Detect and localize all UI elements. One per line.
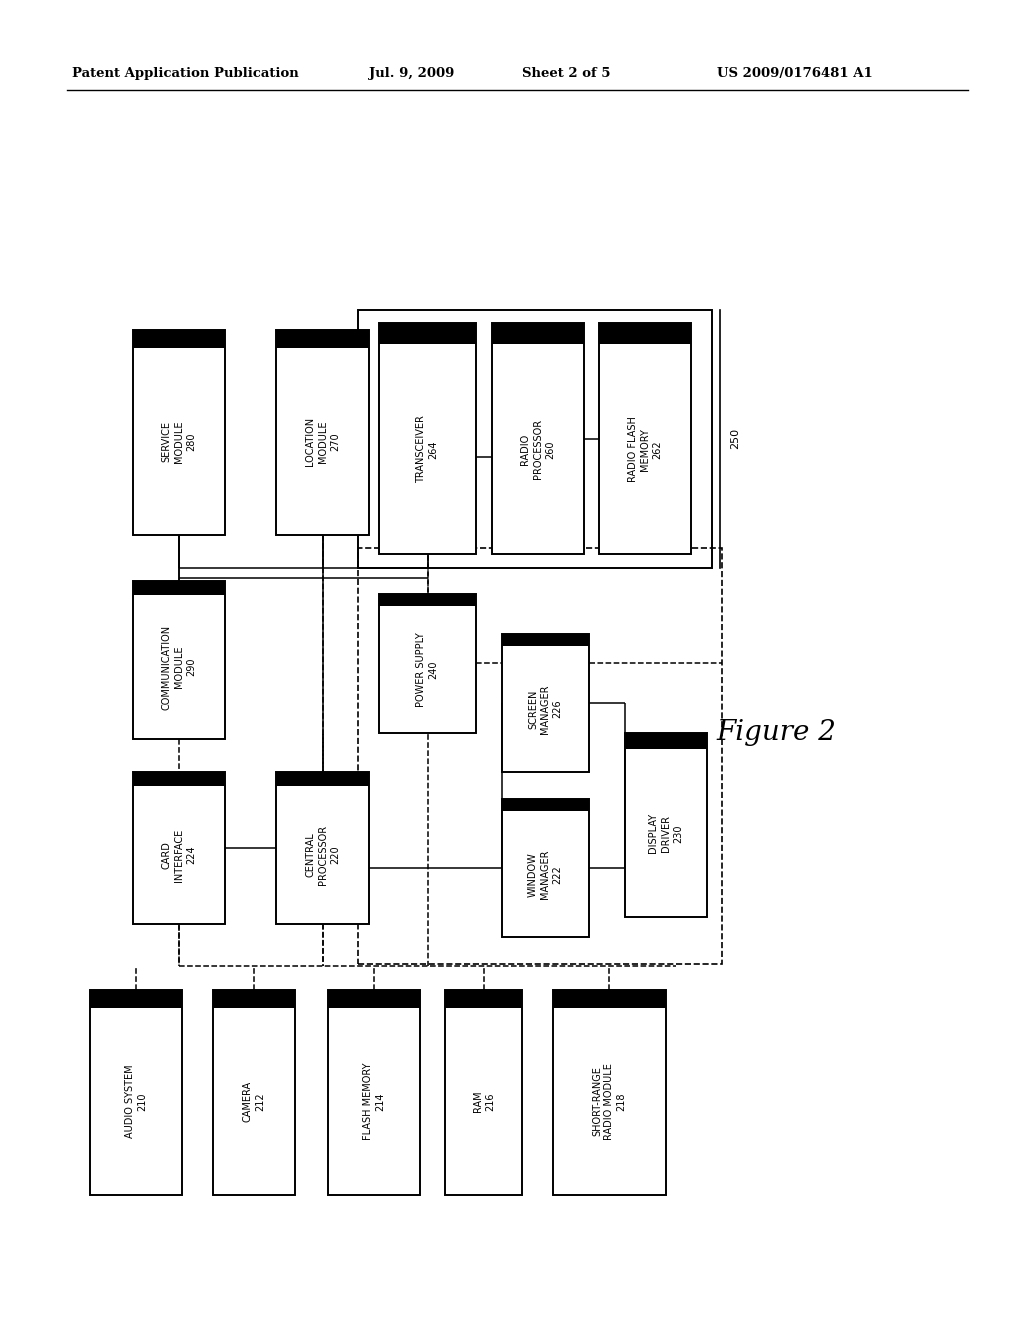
Bar xyxy=(492,323,584,345)
Text: POWER SUPPLY
240: POWER SUPPLY 240 xyxy=(417,632,438,708)
Text: Figure 2: Figure 2 xyxy=(717,719,837,746)
Bar xyxy=(502,799,589,937)
Bar xyxy=(213,990,295,1195)
Bar xyxy=(502,634,589,645)
Bar xyxy=(379,323,476,554)
Bar xyxy=(358,548,722,964)
Bar xyxy=(213,990,295,1008)
Text: CARD
INTERFACE
224: CARD INTERFACE 224 xyxy=(162,829,197,882)
Text: RADIO
PROCESSOR
260: RADIO PROCESSOR 260 xyxy=(520,420,555,479)
Bar xyxy=(599,323,691,345)
Text: WINDOW
MANAGER
222: WINDOW MANAGER 222 xyxy=(528,849,562,899)
Text: RAM
216: RAM 216 xyxy=(473,1090,495,1113)
Text: 250: 250 xyxy=(730,428,740,450)
Bar xyxy=(379,594,476,733)
Bar xyxy=(276,330,369,348)
Bar xyxy=(492,323,584,554)
Bar xyxy=(502,634,589,772)
Bar xyxy=(133,772,225,785)
Text: SERVICE
MODULE
280: SERVICE MODULE 280 xyxy=(162,420,197,463)
Text: TRANSCEIVER
264: TRANSCEIVER 264 xyxy=(417,416,438,483)
Bar xyxy=(379,594,476,606)
Text: CENTRAL
PROCESSOR
220: CENTRAL PROCESSOR 220 xyxy=(305,825,340,884)
Bar xyxy=(625,733,707,917)
Bar xyxy=(553,990,666,1008)
Bar xyxy=(328,990,420,1195)
Bar xyxy=(133,581,225,739)
Bar xyxy=(625,733,707,750)
Text: COMMUNICATION
MODULE
290: COMMUNICATION MODULE 290 xyxy=(162,624,197,710)
Text: Patent Application Publication: Patent Application Publication xyxy=(72,67,298,81)
Bar xyxy=(133,581,225,595)
Bar xyxy=(445,990,522,1195)
Bar xyxy=(90,990,182,1195)
Bar xyxy=(276,772,369,785)
Bar xyxy=(133,330,225,348)
Text: SHORT-RANGE
RADIO MODULE
218: SHORT-RANGE RADIO MODULE 218 xyxy=(592,1063,627,1140)
Bar xyxy=(599,323,691,554)
Text: US 2009/0176481 A1: US 2009/0176481 A1 xyxy=(717,67,872,81)
Text: CAMERA
212: CAMERA 212 xyxy=(243,1081,265,1122)
Text: RADIO FLASH
MEMORY
262: RADIO FLASH MEMORY 262 xyxy=(628,416,663,482)
Bar xyxy=(553,990,666,1195)
Text: SCREEN
MANAGER
226: SCREEN MANAGER 226 xyxy=(528,684,562,734)
Bar xyxy=(328,990,420,1008)
Text: AUDIO SYSTEM
210: AUDIO SYSTEM 210 xyxy=(125,1065,147,1138)
Bar xyxy=(276,772,369,924)
Bar xyxy=(379,323,476,345)
Bar xyxy=(133,330,225,535)
Text: Sheet 2 of 5: Sheet 2 of 5 xyxy=(522,67,610,81)
Text: FLASH MEMORY
214: FLASH MEMORY 214 xyxy=(362,1063,385,1140)
Bar xyxy=(90,990,182,1008)
Bar xyxy=(133,772,225,924)
Bar xyxy=(502,799,589,810)
Text: LOCATION
MODULE
270: LOCATION MODULE 270 xyxy=(305,417,340,466)
Bar xyxy=(358,310,712,568)
Text: DISPLAY
DRIVER
230: DISPLAY DRIVER 230 xyxy=(648,813,683,853)
Text: Jul. 9, 2009: Jul. 9, 2009 xyxy=(369,67,454,81)
Bar xyxy=(276,330,369,535)
Bar xyxy=(445,990,522,1008)
